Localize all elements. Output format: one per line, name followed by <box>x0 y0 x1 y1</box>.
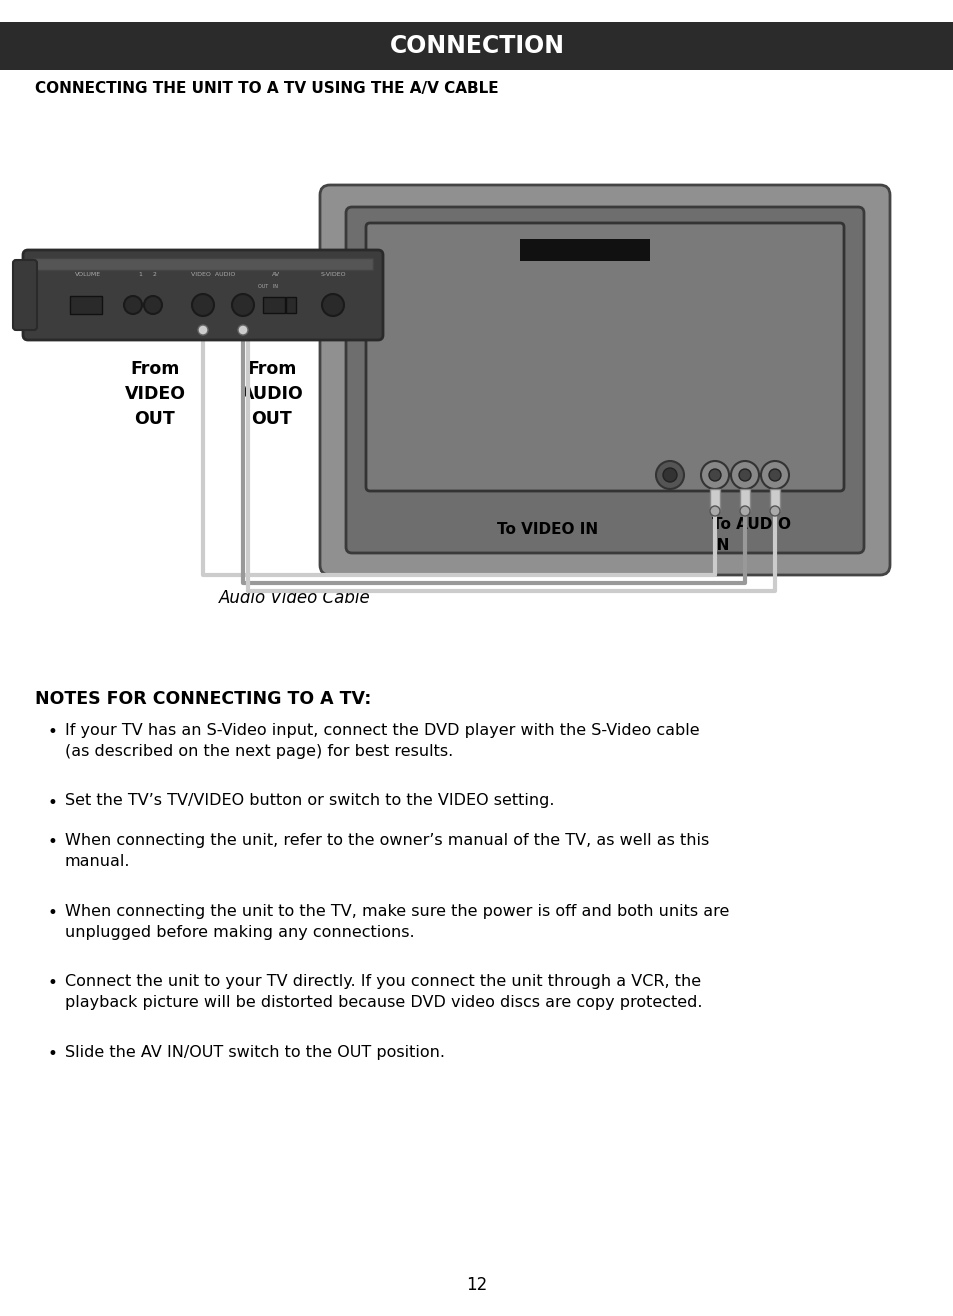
Text: When connecting the unit to the TV, make sure the power is off and both units ar: When connecting the unit to the TV, make… <box>65 904 729 940</box>
Circle shape <box>144 296 162 315</box>
Bar <box>0 22 953 70</box>
Text: From
VIDEO
OUT: From VIDEO OUT <box>125 361 185 428</box>
Text: NOTES FOR CONNECTING TO A TV:: NOTES FOR CONNECTING TO A TV: <box>35 690 371 708</box>
Text: AV: AV <box>272 272 280 278</box>
Bar <box>70 296 102 315</box>
Circle shape <box>198 325 208 336</box>
Text: If your TV has an S-Video input, connect the DVD player with the S-Video cable
(: If your TV has an S-Video input, connect… <box>65 722 699 759</box>
Text: VIDEO  AUDIO: VIDEO AUDIO <box>191 272 235 278</box>
FancyBboxPatch shape <box>366 222 843 491</box>
Text: Set the TV’s TV/VIDEO button or switch to the VIDEO setting.: Set the TV’s TV/VIDEO button or switch t… <box>65 794 554 808</box>
Text: 12: 12 <box>466 1277 487 1294</box>
Circle shape <box>769 505 780 516</box>
Text: Connect the unit to your TV directly. If you connect the unit through a VCR, the: Connect the unit to your TV directly. If… <box>65 974 701 1011</box>
Text: •: • <box>47 833 57 851</box>
Text: •: • <box>47 722 57 741</box>
Circle shape <box>322 293 344 316</box>
Circle shape <box>192 293 213 316</box>
Text: •: • <box>47 974 57 992</box>
Bar <box>740 490 749 511</box>
Circle shape <box>768 468 781 482</box>
Text: To VIDEO IN: To VIDEO IN <box>497 522 598 537</box>
FancyBboxPatch shape <box>346 207 863 553</box>
Text: •: • <box>47 794 57 812</box>
Circle shape <box>730 461 759 490</box>
Circle shape <box>700 461 728 490</box>
Bar <box>286 297 295 313</box>
Text: •: • <box>47 1045 57 1063</box>
Text: CONNECTION: CONNECTION <box>389 34 564 58</box>
Circle shape <box>760 461 788 490</box>
Circle shape <box>124 296 142 315</box>
Ellipse shape <box>656 461 683 490</box>
Circle shape <box>237 325 248 336</box>
Text: From
AUDIO
OUT: From AUDIO OUT <box>240 361 303 428</box>
FancyBboxPatch shape <box>319 186 889 575</box>
Text: S-VIDEO: S-VIDEO <box>320 272 345 278</box>
Bar <box>263 297 285 313</box>
Text: To AUDIO
IN: To AUDIO IN <box>711 517 790 553</box>
Circle shape <box>740 505 749 516</box>
Text: 1     2: 1 2 <box>139 272 157 278</box>
Ellipse shape <box>662 468 677 482</box>
Text: When connecting the unit, refer to the owner’s manual of the TV, as well as this: When connecting the unit, refer to the o… <box>65 833 708 870</box>
Circle shape <box>739 468 750 482</box>
FancyBboxPatch shape <box>13 261 37 330</box>
Text: •: • <box>47 904 57 921</box>
Bar <box>769 490 780 511</box>
Text: VOLUME: VOLUME <box>75 272 101 278</box>
Bar <box>33 258 373 270</box>
Text: CONNECTING THE UNIT TO A TV USING THE A/V CABLE: CONNECTING THE UNIT TO A TV USING THE A/… <box>35 80 498 96</box>
Circle shape <box>708 468 720 482</box>
Bar <box>519 240 649 261</box>
Circle shape <box>232 293 253 316</box>
FancyBboxPatch shape <box>23 250 382 340</box>
Circle shape <box>709 505 720 516</box>
Bar <box>709 490 720 511</box>
Text: Slide the AV IN/OUT switch to the OUT position.: Slide the AV IN/OUT switch to the OUT po… <box>65 1045 444 1059</box>
Text: OUT   IN: OUT IN <box>257 284 277 290</box>
Text: Audio Video Cable: Audio Video Cable <box>219 590 371 607</box>
